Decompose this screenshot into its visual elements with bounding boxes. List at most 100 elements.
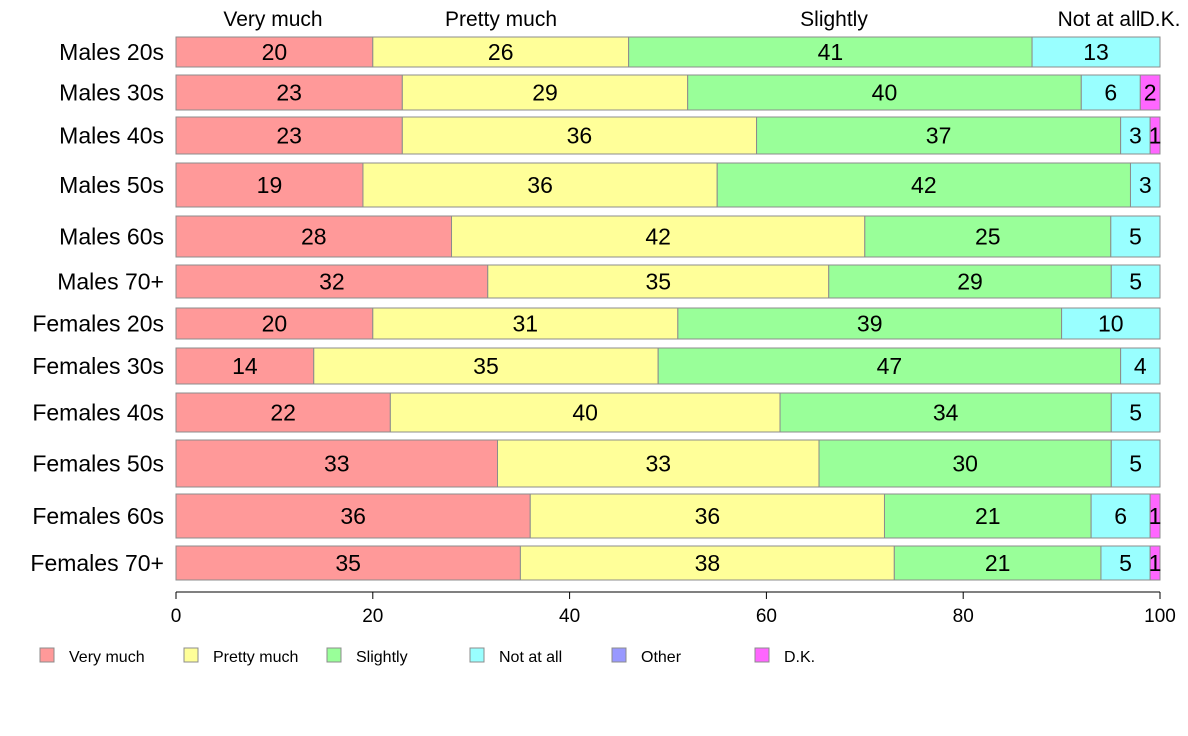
data-label: 23 — [276, 80, 302, 106]
y-tick-label: Males 30s — [59, 80, 164, 106]
data-label: 19 — [257, 172, 283, 198]
bar-segment — [175, 36, 374, 68]
data-label: 20 — [262, 311, 288, 337]
data-label: 21 — [975, 503, 1001, 529]
bar-segment — [1120, 116, 1151, 155]
bar-segment — [175, 307, 374, 340]
x-axis: 0 20 40 60 80 100 — [171, 591, 1176, 627]
data-label: 2 — [1144, 80, 1157, 106]
data-label: 38 — [695, 550, 721, 576]
data-label: 20 — [262, 39, 288, 65]
y-tick-label: Males 60s — [59, 224, 164, 250]
legend-swatch — [611, 647, 627, 663]
data-label: 32 — [319, 269, 345, 295]
bar-segment — [1031, 36, 1161, 68]
data-label: 1 — [1149, 503, 1162, 529]
data-label: 25 — [975, 224, 1001, 250]
bar-segment — [1129, 162, 1161, 208]
y-tick-label: Females 60s — [32, 503, 164, 529]
legend-label: Other — [641, 649, 682, 666]
bar-segment — [1120, 347, 1161, 385]
data-label: 29 — [957, 269, 983, 295]
data-label: 33 — [645, 451, 671, 477]
data-label: 6 — [1114, 503, 1127, 529]
data-label: 5 — [1129, 400, 1142, 426]
data-label: 4 — [1134, 353, 1147, 379]
bar-segment — [372, 307, 679, 340]
data-label: 42 — [645, 224, 671, 250]
y-tick-label: Females 30s — [32, 353, 164, 379]
bar-segment — [1110, 264, 1161, 299]
data-label: 6 — [1104, 80, 1117, 106]
top-category-labels: Very much Pretty much Slightly Not at all D.… — [223, 8, 1180, 31]
y-axis-labels: Males 20s Males 30s Males 40s Males 50s Male… — [30, 39, 164, 576]
data-label: 5 — [1129, 451, 1142, 477]
data-label: 31 — [513, 311, 539, 337]
bar-segment — [1149, 545, 1161, 581]
bar-segment — [677, 307, 1063, 340]
bar-segment — [1090, 493, 1151, 539]
bar-segment — [828, 264, 1112, 299]
data-label: 47 — [877, 353, 903, 379]
bar-segment — [175, 439, 499, 488]
bar-segment — [687, 74, 1082, 111]
data-label: 3 — [1129, 123, 1142, 149]
bar-segment — [175, 74, 403, 111]
y-tick-label: Males 70+ — [57, 269, 164, 295]
legend-label: D.K. — [784, 649, 815, 666]
data-label: 36 — [340, 503, 366, 529]
bar-segment — [401, 74, 689, 111]
top-category-label: D.K. — [1140, 8, 1181, 31]
data-label: 35 — [335, 550, 361, 576]
bar-segment — [1061, 307, 1161, 340]
y-tick-label: Males 40s — [59, 123, 164, 149]
top-category-label: Slightly — [800, 8, 868, 31]
data-label: 33 — [324, 451, 350, 477]
bar-segment — [716, 162, 1131, 208]
top-category-label: Pretty much — [445, 8, 557, 31]
data-label: 36 — [527, 172, 553, 198]
bar-segment — [779, 392, 1112, 433]
bar-segment — [1149, 493, 1161, 539]
data-label: 36 — [567, 123, 593, 149]
legend-label: Pretty much — [213, 649, 298, 666]
top-category-label: Very much — [223, 8, 322, 31]
bar-segment — [497, 439, 820, 488]
bar-segment — [864, 215, 1112, 258]
data-label: 42 — [911, 172, 937, 198]
data-label: 28 — [301, 224, 327, 250]
y-tick-label: Females 20s — [32, 311, 164, 337]
bar-segment — [175, 116, 403, 155]
data-label: 21 — [985, 550, 1011, 576]
bar-segment — [1110, 392, 1161, 433]
bar-segment — [175, 347, 315, 385]
bar-segment — [1139, 74, 1161, 111]
data-label: 5 — [1129, 224, 1142, 250]
legend-label: Very much — [69, 649, 145, 666]
legend-swatch — [469, 647, 485, 663]
bar-segment — [389, 392, 781, 433]
legend: Very much Pretty much Slightly Not at all Ot… — [39, 647, 815, 666]
data-label: 34 — [933, 400, 959, 426]
bar-segment — [1080, 74, 1141, 111]
data-label: 39 — [857, 311, 883, 337]
bar-segment — [401, 116, 758, 155]
legend-swatch — [39, 647, 55, 663]
x-tick-label: 80 — [953, 606, 974, 627]
bar-segment — [487, 264, 830, 299]
data-label: 30 — [952, 451, 978, 477]
top-category-label: Not at all — [1058, 8, 1141, 31]
legend-label: Slightly — [356, 649, 408, 666]
y-tick-label: Males 50s — [59, 172, 164, 198]
data-label: 26 — [488, 39, 514, 65]
data-label: 5 — [1129, 269, 1142, 295]
bar-segment — [883, 493, 1092, 539]
data-label: 22 — [270, 400, 296, 426]
bar-segment — [175, 493, 531, 539]
bar-segment — [175, 215, 453, 258]
data-label: 10 — [1098, 311, 1124, 337]
data-label: 35 — [473, 353, 499, 379]
bar-segment — [175, 392, 391, 433]
